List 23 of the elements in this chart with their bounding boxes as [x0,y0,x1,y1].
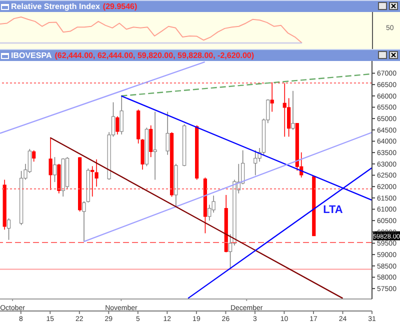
candlestick [120,96,124,135]
candlestick [6,218,11,240]
candlestick [32,150,36,162]
candlestick [291,90,295,130]
candlestick [82,200,86,242]
chart-title: IBOVESPA [11,51,52,60]
candlestick [270,82,274,112]
candlestick [166,111,170,156]
candlestick [282,82,286,138]
candlestick [48,138,52,190]
chart-subtitle: (62,444.00, 62,444.00, 59,820.00, 59,828.00, -2,620.00) [54,51,254,60]
chart-title: Relative Strength Index [11,2,100,11]
candlestick [116,116,120,135]
candlestick [52,156,57,182]
candlestick [90,166,94,197]
annotation: LTA [323,204,343,216]
candlestick [149,124,153,158]
candlestick [254,150,258,176]
candlestick [212,195,216,214]
candlestick [153,111,157,180]
candlestick [208,204,212,221]
candlestick [287,98,291,138]
chart-subtitle: (29.9546) [102,2,138,11]
